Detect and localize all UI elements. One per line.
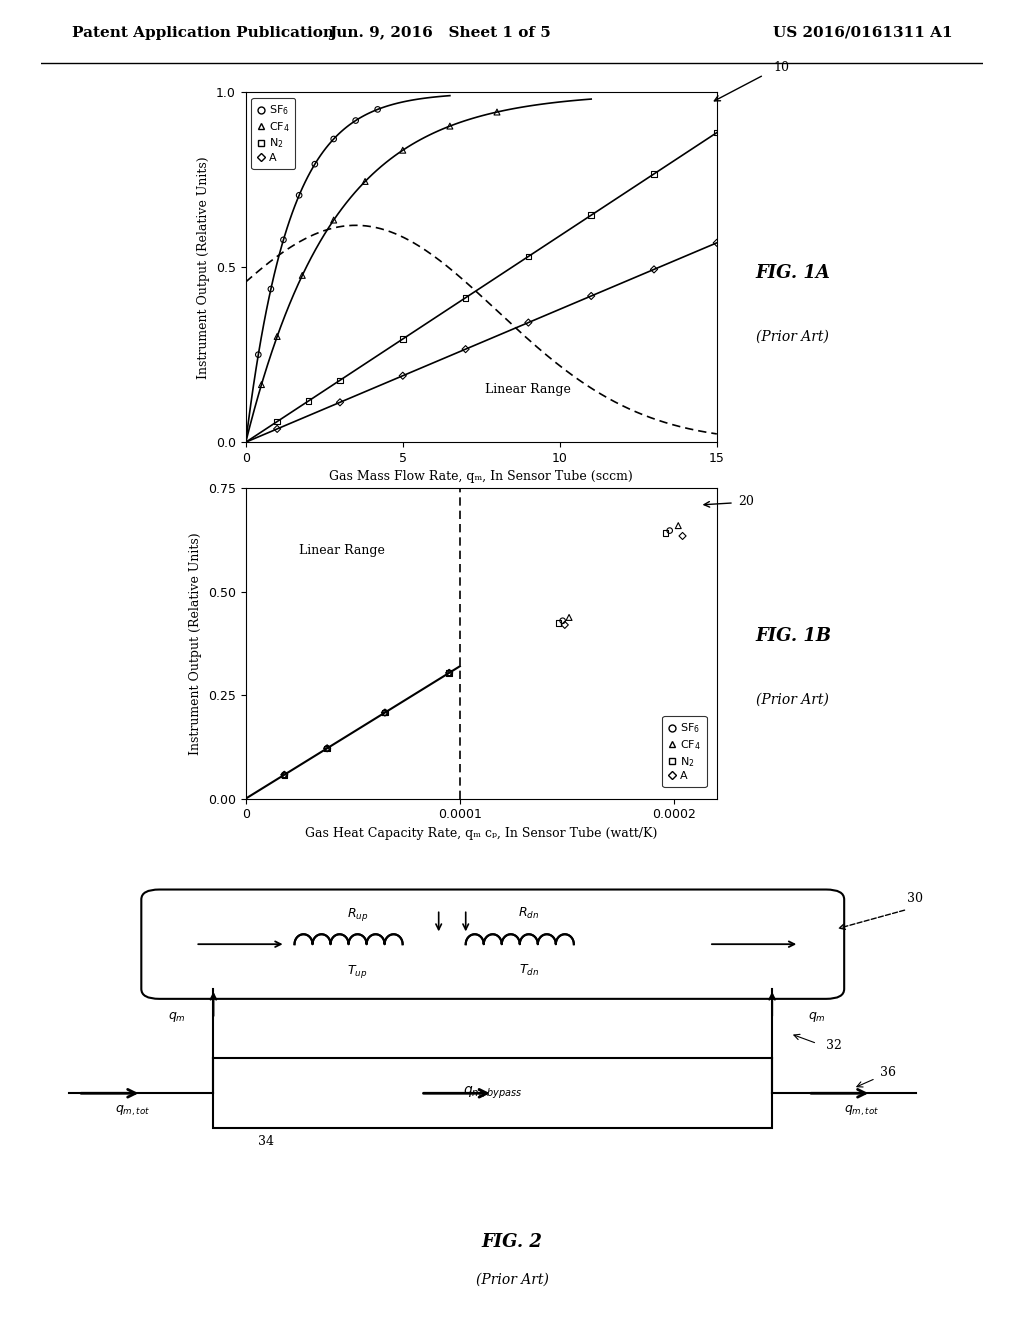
Point <box>657 523 674 544</box>
Text: Linear Range: Linear Range <box>299 544 385 557</box>
Point <box>300 391 316 412</box>
Point <box>394 366 411 387</box>
Text: (Prior Art): (Prior Art) <box>756 693 828 708</box>
Point <box>370 99 386 120</box>
Point <box>377 702 393 723</box>
Text: 36: 36 <box>881 1065 896 1078</box>
Point <box>377 702 393 723</box>
Point <box>377 702 393 723</box>
Text: Linear Range: Linear Range <box>485 383 571 396</box>
Text: $q_{m, tot}$: $q_{m, tot}$ <box>845 1104 880 1118</box>
Text: (Prior Art): (Prior Art) <box>756 330 828 345</box>
Point <box>675 525 691 546</box>
Text: 32: 32 <box>826 1039 842 1052</box>
Point <box>291 185 307 206</box>
Text: 10: 10 <box>773 62 790 74</box>
Point <box>394 329 411 350</box>
Point <box>276 764 293 785</box>
Point <box>554 610 570 631</box>
Point <box>276 764 293 785</box>
Point <box>332 392 348 413</box>
Point <box>520 312 537 333</box>
Point <box>583 205 599 226</box>
Text: $T_{up}$: $T_{up}$ <box>347 964 368 981</box>
Point <box>318 738 335 759</box>
Point <box>276 764 293 785</box>
Point <box>441 663 458 684</box>
Point <box>347 110 364 131</box>
Text: FIG. 2: FIG. 2 <box>481 1233 543 1250</box>
Text: 30: 30 <box>907 892 924 906</box>
FancyBboxPatch shape <box>141 890 844 999</box>
Point <box>394 140 411 161</box>
Point <box>326 210 342 231</box>
Text: 20: 20 <box>738 495 754 508</box>
Text: Jun. 9, 2016   Sheet 1 of 5: Jun. 9, 2016 Sheet 1 of 5 <box>330 26 551 40</box>
Point <box>269 418 286 440</box>
Point <box>670 515 686 536</box>
Point <box>250 345 266 366</box>
Text: 34: 34 <box>258 1135 274 1148</box>
Point <box>709 121 725 143</box>
Point <box>318 738 335 759</box>
Point <box>709 232 725 253</box>
X-axis label: Gas Heat Capacity Rate, qₘ cₚ, In Sensor Tube (watt/K): Gas Heat Capacity Rate, qₘ cₚ, In Sensor… <box>305 826 657 840</box>
Text: $q_m$: $q_m$ <box>808 1010 826 1024</box>
Point <box>441 663 458 684</box>
Point <box>458 339 474 360</box>
Text: (Prior Art): (Prior Art) <box>475 1272 549 1287</box>
Text: $q_{m, bypass}$: $q_{m, bypass}$ <box>463 1085 522 1101</box>
Legend: SF$_6$, CF$_4$, N$_2$, A: SF$_6$, CF$_4$, N$_2$, A <box>251 98 296 169</box>
Text: FIG. 1B: FIG. 1B <box>756 627 831 645</box>
Point <box>326 128 342 149</box>
Point <box>441 663 458 684</box>
Text: $q_m$: $q_m$ <box>168 1010 186 1024</box>
Point <box>561 607 578 628</box>
Point <box>357 170 374 191</box>
Text: $R_{up}$: $R_{up}$ <box>347 906 369 923</box>
Point <box>318 738 335 759</box>
Point <box>306 153 323 174</box>
Point <box>458 288 474 309</box>
Point <box>269 326 286 347</box>
Point <box>318 738 335 759</box>
Text: Patent Application Publication: Patent Application Publication <box>72 26 334 40</box>
Point <box>377 702 393 723</box>
Point <box>441 663 458 684</box>
Point <box>294 265 310 286</box>
Text: US 2016/0161311 A1: US 2016/0161311 A1 <box>773 26 952 40</box>
Point <box>583 285 599 306</box>
Text: FIG. 1A: FIG. 1A <box>756 264 830 282</box>
Text: $T_{dn}$: $T_{dn}$ <box>519 964 539 978</box>
Point <box>269 411 286 432</box>
Text: $q_{m, tot}$: $q_{m, tot}$ <box>115 1104 151 1118</box>
Point <box>488 102 505 123</box>
Point <box>275 230 292 251</box>
Bar <box>213 1059 772 1129</box>
X-axis label: Gas Mass Flow Rate, qₘ, In Sensor Tube (sccm): Gas Mass Flow Rate, qₘ, In Sensor Tube (… <box>330 470 633 483</box>
Y-axis label: Instrument Output (Relative Units): Instrument Output (Relative Units) <box>198 156 211 379</box>
Point <box>662 520 678 541</box>
Point <box>557 614 573 635</box>
Point <box>646 164 663 185</box>
Point <box>441 116 458 137</box>
Point <box>550 612 566 634</box>
Point <box>646 259 663 280</box>
Point <box>332 370 348 391</box>
Point <box>253 374 269 395</box>
Text: $R_{dn}$: $R_{dn}$ <box>518 906 540 921</box>
Point <box>276 764 293 785</box>
Legend: SF$_6$, CF$_4$, N$_2$, A: SF$_6$, CF$_4$, N$_2$, A <box>663 715 707 787</box>
Point <box>520 246 537 267</box>
Point <box>263 279 280 300</box>
Y-axis label: Instrument Output (Relative Units): Instrument Output (Relative Units) <box>189 532 203 755</box>
